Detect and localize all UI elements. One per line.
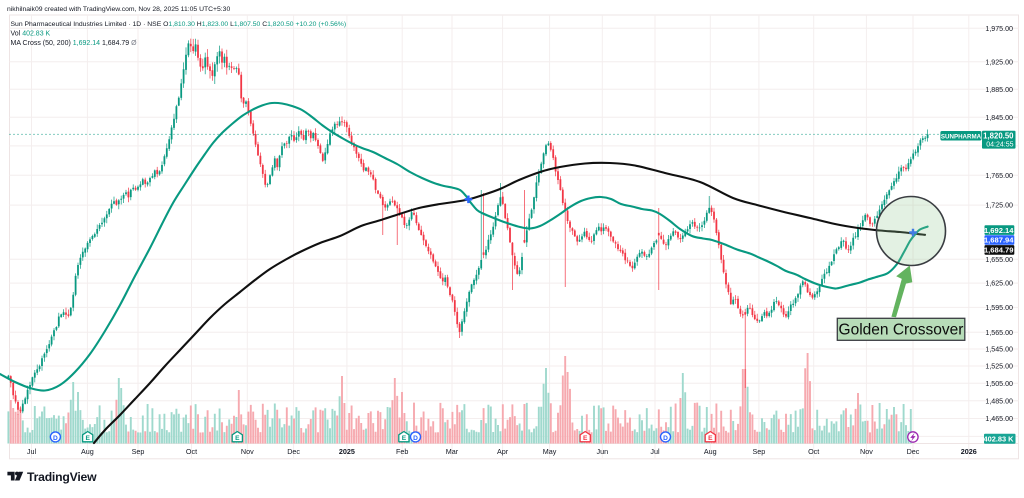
svg-text:SUNPHARMA: SUNPHARMA bbox=[941, 133, 982, 140]
svg-text:1,485.00: 1,485.00 bbox=[985, 397, 1013, 405]
svg-text:Oct: Oct bbox=[186, 447, 197, 456]
svg-text:E: E bbox=[583, 435, 588, 442]
svg-text:1,687.94: 1,687.94 bbox=[984, 236, 1014, 245]
svg-text:D: D bbox=[413, 435, 418, 442]
svg-text:1,565.00: 1,565.00 bbox=[985, 329, 1013, 337]
svg-text:Vol 402.83 K: Vol 402.83 K bbox=[11, 31, 51, 38]
svg-text:Dec: Dec bbox=[287, 447, 300, 456]
svg-text:Sun Pharmaceutical Industries: Sun Pharmaceutical Industries Limited · … bbox=[11, 21, 347, 28]
svg-text:1,595.00: 1,595.00 bbox=[985, 304, 1013, 312]
svg-text:Feb: Feb bbox=[396, 447, 408, 456]
svg-text:1,692.14: 1,692.14 bbox=[984, 226, 1014, 235]
svg-text:Sep: Sep bbox=[753, 447, 766, 456]
svg-text:Sep: Sep bbox=[132, 447, 145, 456]
svg-text:Golden Crossover: Golden Crossover bbox=[839, 322, 964, 339]
svg-text:Aug: Aug bbox=[81, 447, 94, 456]
svg-text:1,525.00: 1,525.00 bbox=[985, 363, 1013, 371]
svg-text:1,625.00: 1,625.00 bbox=[985, 280, 1013, 288]
svg-text:1,845.00: 1,845.00 bbox=[985, 114, 1013, 122]
svg-text:nikhilnaik09 created with Trad: nikhilnaik09 created with TradingView.co… bbox=[7, 6, 230, 13]
svg-text:1,465.00: 1,465.00 bbox=[985, 415, 1013, 423]
svg-text:Apr: Apr bbox=[497, 447, 509, 456]
svg-text:Nov: Nov bbox=[241, 447, 254, 456]
svg-text:1,505.00: 1,505.00 bbox=[985, 380, 1013, 388]
svg-text:2025: 2025 bbox=[339, 447, 355, 456]
svg-text:Nov: Nov bbox=[860, 447, 873, 456]
svg-text:Jul: Jul bbox=[27, 447, 37, 456]
svg-text:2026: 2026 bbox=[961, 447, 977, 456]
svg-text:D: D bbox=[53, 435, 58, 442]
svg-text:MA Cross (50, 200) 1,692.14 1,: MA Cross (50, 200) 1,692.14 1,684.79 Ø bbox=[11, 40, 138, 47]
svg-text:Dec: Dec bbox=[907, 447, 920, 456]
svg-text:1,545.00: 1,545.00 bbox=[985, 346, 1013, 354]
svg-text:1,975.00: 1,975.00 bbox=[985, 25, 1013, 33]
svg-text:402.83 K: 402.83 K bbox=[984, 435, 1015, 444]
svg-text:May: May bbox=[543, 447, 557, 456]
svg-text:E: E bbox=[235, 435, 240, 442]
svg-text:1,765.00: 1,765.00 bbox=[985, 172, 1013, 180]
svg-text:04:24:55: 04:24:55 bbox=[986, 141, 1013, 148]
svg-text:E: E bbox=[402, 435, 407, 442]
svg-text:TradingView: TradingView bbox=[27, 470, 97, 484]
svg-text:E: E bbox=[85, 435, 90, 442]
svg-text:1,684.79: 1,684.79 bbox=[984, 246, 1014, 255]
svg-text:1,655.00: 1,655.00 bbox=[985, 256, 1013, 264]
svg-text:1,925.00: 1,925.00 bbox=[985, 58, 1013, 66]
svg-text:1,820.50: 1,820.50 bbox=[983, 131, 1014, 140]
svg-text:E: E bbox=[708, 435, 713, 442]
svg-text:1,885.00: 1,885.00 bbox=[985, 86, 1013, 94]
svg-text:Mar: Mar bbox=[446, 447, 459, 456]
svg-text:Oct: Oct bbox=[808, 447, 819, 456]
svg-text:1,725.00: 1,725.00 bbox=[985, 202, 1013, 210]
svg-text:Aug: Aug bbox=[704, 447, 717, 456]
svg-text:D: D bbox=[663, 435, 668, 442]
svg-text:Jul: Jul bbox=[650, 447, 660, 456]
svg-text:Jun: Jun bbox=[597, 447, 609, 456]
